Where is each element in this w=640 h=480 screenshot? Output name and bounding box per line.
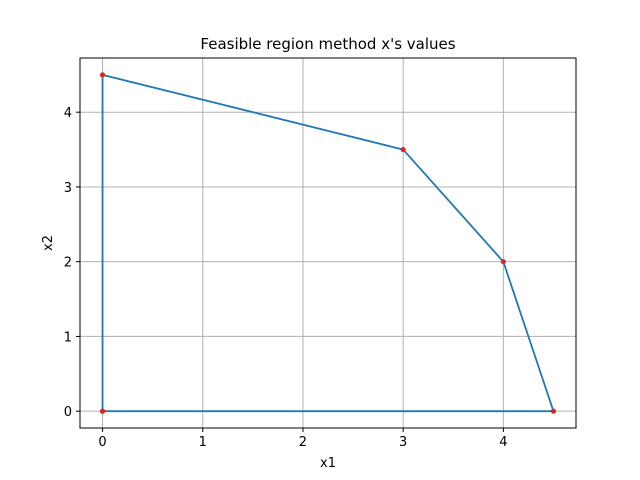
data-point — [550, 408, 557, 414]
x-axis-ticks: 0 1 2 3 4 — [98, 428, 507, 450]
series-line — [101, 73, 555, 413]
x-tick-label: 4 — [499, 435, 507, 450]
x-axis-label: x1 — [320, 456, 336, 471]
x-tick-label: 2 — [299, 435, 307, 450]
vertex-markers — [99, 72, 557, 414]
y-tick-label: 1 — [64, 330, 72, 345]
data-series — [101, 73, 555, 413]
data-point — [500, 259, 506, 265]
y-tick-label: 2 — [64, 256, 72, 271]
y-axis-ticks: 0 1 2 3 4 — [64, 106, 80, 420]
data-point — [99, 72, 106, 78]
x-tick-label: 1 — [199, 435, 207, 450]
y-tick-label: 3 — [64, 181, 72, 196]
x-tick-label: 0 — [98, 435, 106, 450]
plot-frame — [79, 57, 577, 429]
x-tick-label: 3 — [399, 435, 407, 450]
data-point — [400, 146, 406, 153]
y-axis-label: x2 — [41, 235, 56, 251]
data-point — [99, 408, 106, 414]
y-tick-label: 0 — [64, 405, 72, 420]
chart-title: Feasible region method x's values — [200, 35, 455, 53]
y-tick-label: 4 — [64, 106, 72, 121]
